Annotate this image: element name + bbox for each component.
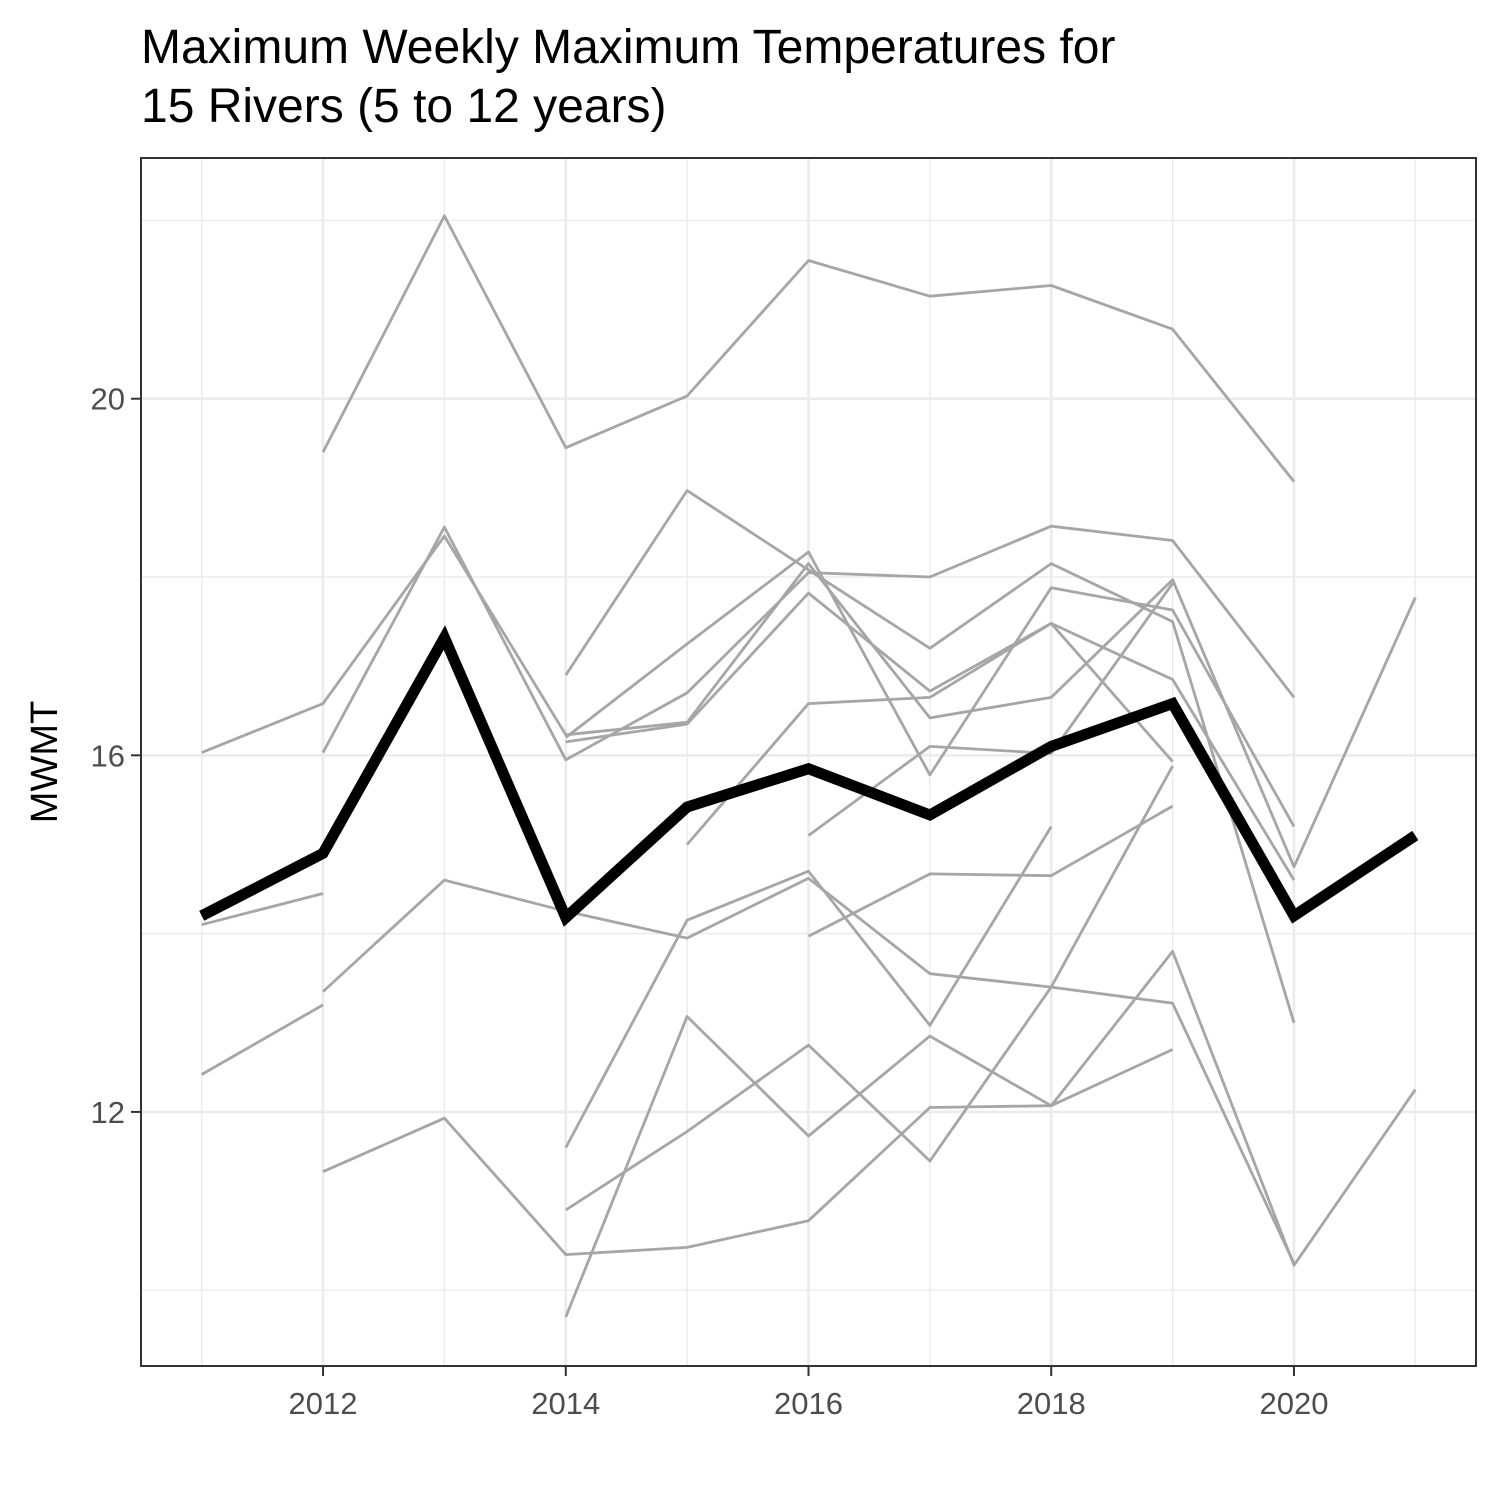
major-gridlines: [141, 158, 1476, 1366]
river-series-line: [565, 765, 1174, 1212]
river-series-line: [564, 825, 1053, 1149]
river-series-line: [807, 804, 1174, 938]
x-axis: 2012 2014 2016 2018 2020: [289, 1366, 1328, 1421]
river-series-line: [321, 524, 1296, 762]
river-series-line: [322, 876, 1296, 1265]
x-tick-label: 2018: [1017, 1386, 1086, 1421]
mean-series-line: [199, 625, 1419, 927]
river-series-line: [564, 550, 1296, 828]
x-tick-label: 2016: [774, 1386, 843, 1421]
mean-series-group: [199, 625, 1419, 927]
x-tick-label: 2020: [1259, 1386, 1328, 1421]
river-series-line: [201, 534, 1417, 869]
river-series-line: [565, 591, 1296, 881]
river-series-line: [564, 1015, 1174, 1318]
x-tick-label: 2012: [289, 1386, 358, 1421]
y-axis: 12 16 20: [91, 382, 141, 1130]
river-series-line: [201, 1003, 324, 1076]
y-tick-label: 12: [91, 1095, 125, 1130]
chart-title-line-1: Maximum Weekly Maximum Temperatures for: [141, 21, 1115, 74]
river-series-line: [686, 622, 1174, 846]
river-series-line: [564, 489, 1296, 1024]
y-tick-label: 20: [91, 382, 125, 417]
x-tick-label: 2014: [531, 1386, 600, 1421]
river-series-line: [321, 214, 1296, 483]
river-series-line: [322, 950, 1417, 1267]
y-tick-label: 16: [91, 738, 125, 773]
chart-title-line-2: 15 Rivers (5 to 12 years): [141, 80, 667, 133]
y-axis-label: MWMT: [24, 701, 66, 823]
river-series-line: [201, 892, 324, 927]
river-series-group: [201, 214, 1417, 1318]
